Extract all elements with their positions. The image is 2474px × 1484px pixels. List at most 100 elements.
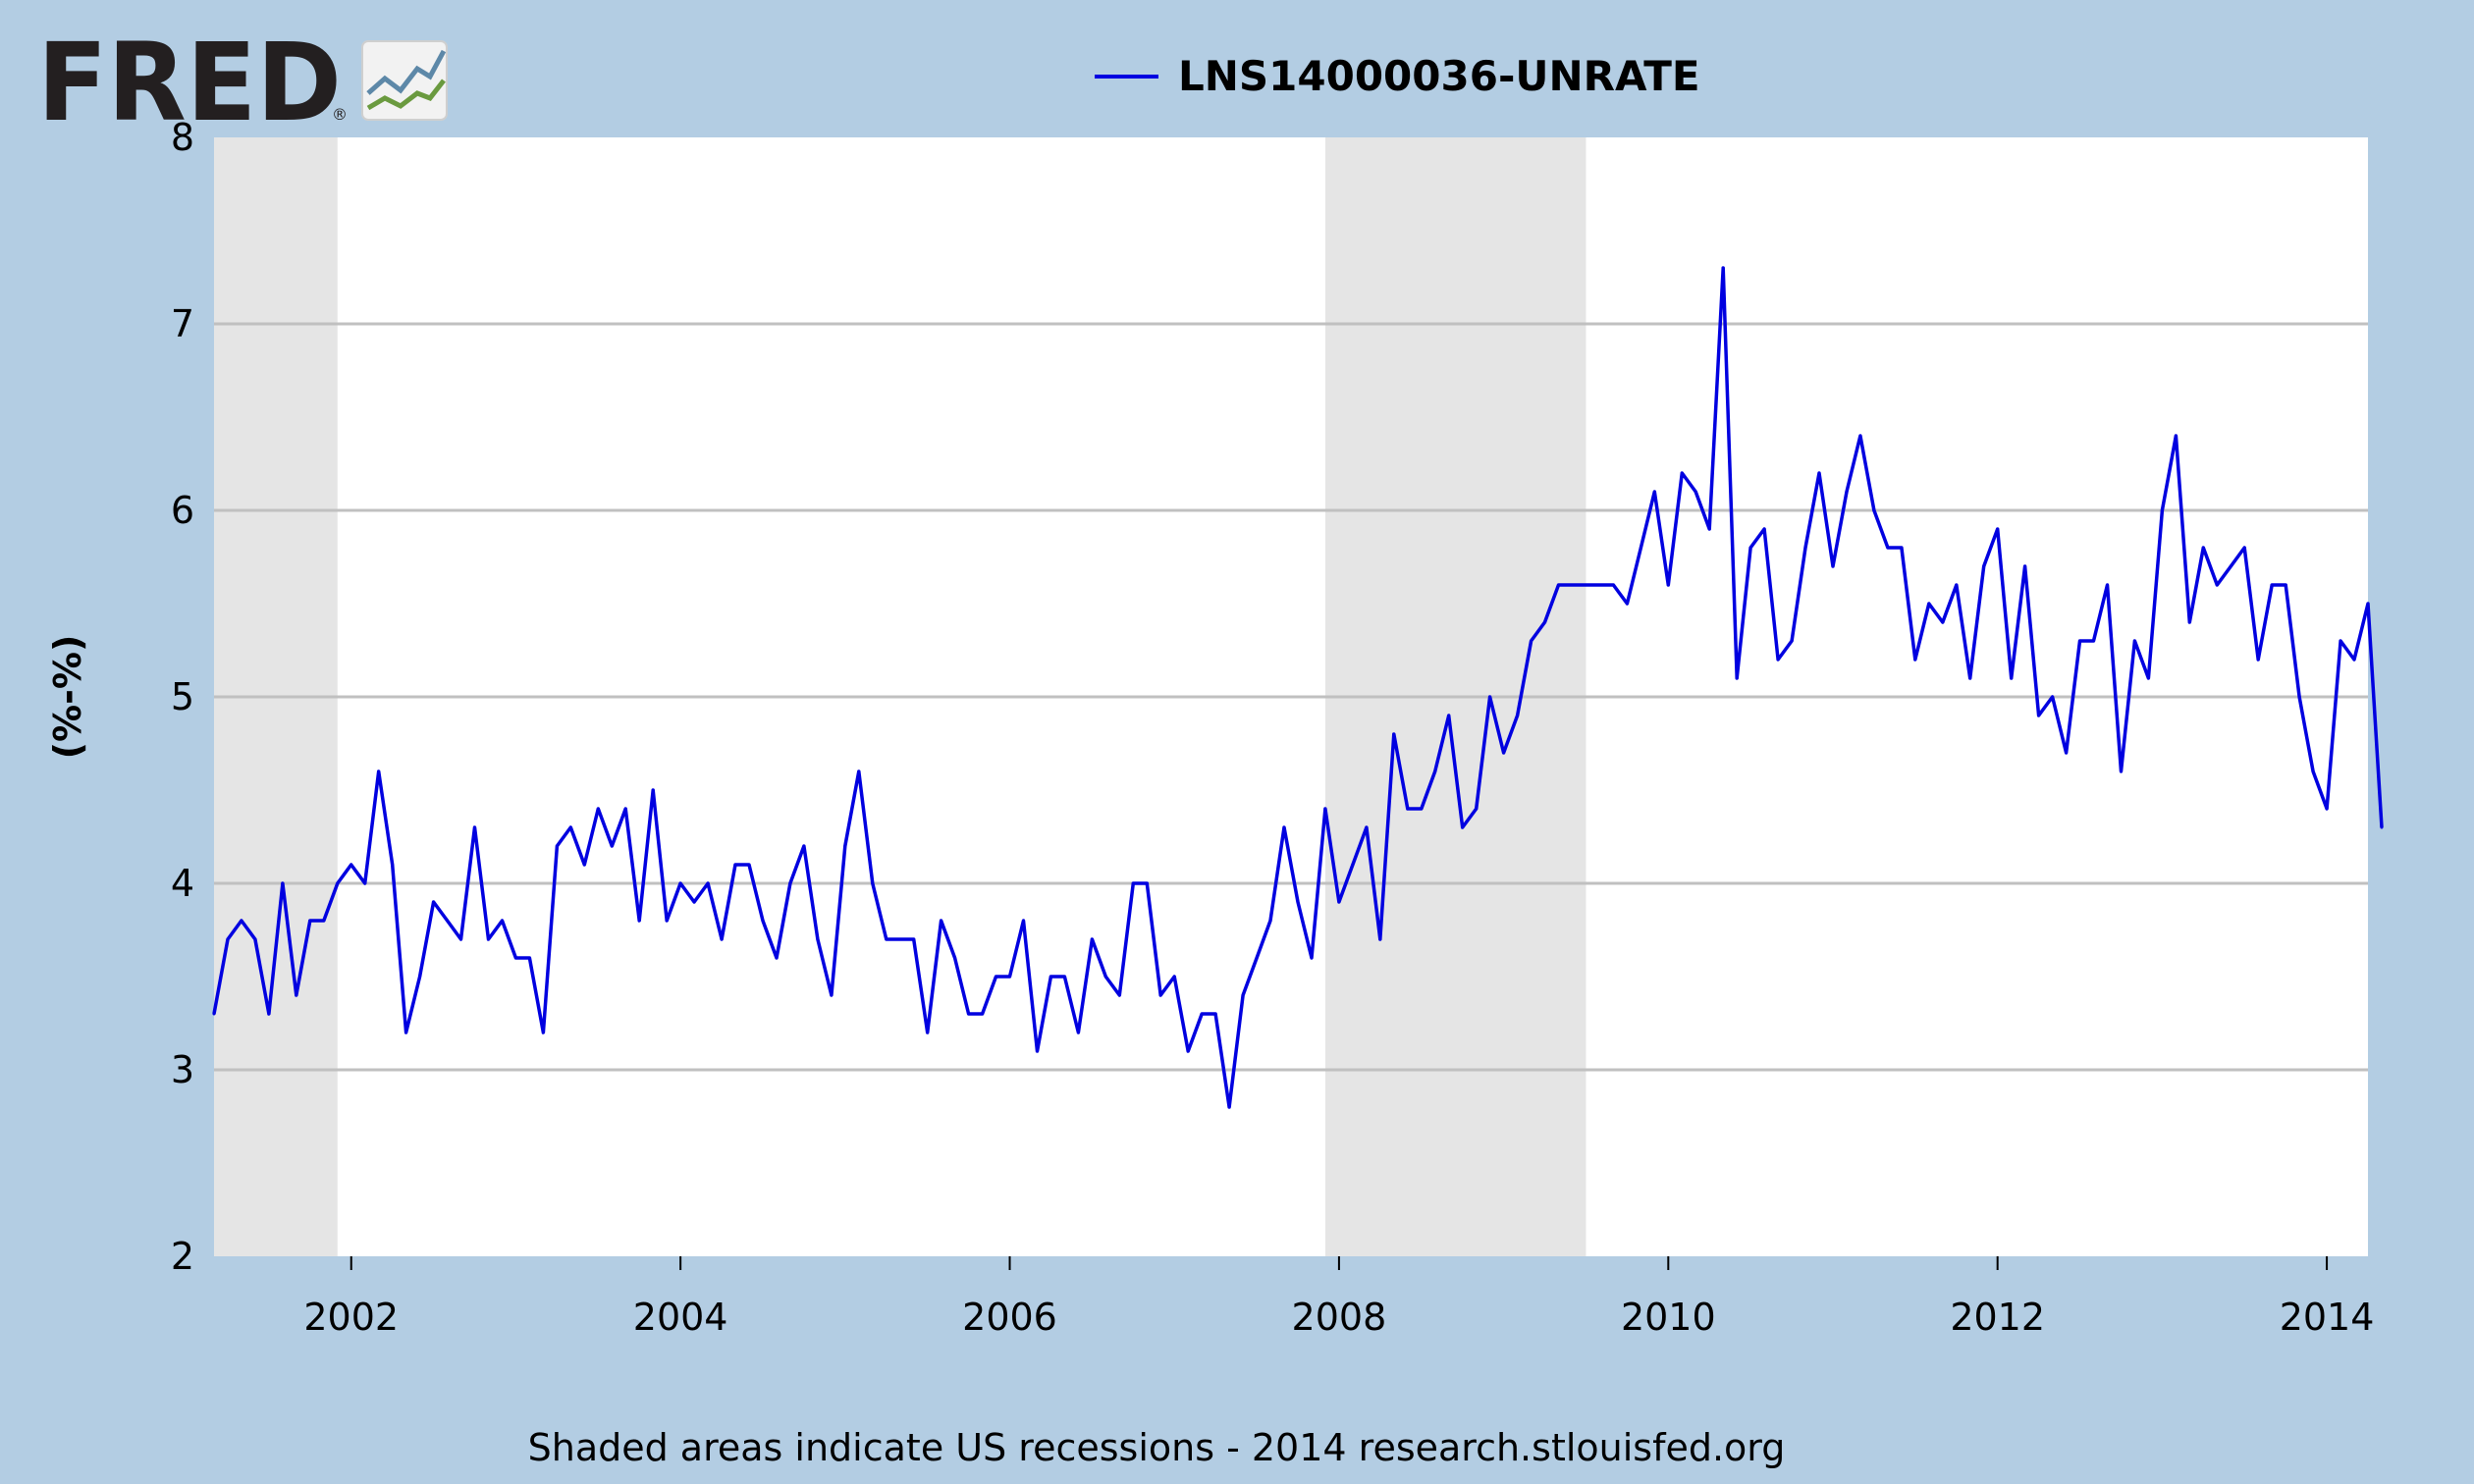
data-point-42 xyxy=(788,881,792,885)
data-point-94 xyxy=(1502,751,1506,755)
fred-logo[interactable]: FRED ® xyxy=(37,20,448,145)
data-point-95 xyxy=(1516,714,1520,717)
data-point-155 xyxy=(2339,639,2342,643)
data-point-89 xyxy=(1433,769,1437,773)
data-point-125 xyxy=(1927,602,1931,606)
logo-registered-mark: ® xyxy=(332,105,348,124)
data-point-110 xyxy=(1721,266,1725,270)
data-point-96 xyxy=(1530,639,1533,643)
y-tick-label-7: 7 xyxy=(171,302,194,345)
data-point-9 xyxy=(336,881,340,885)
data-point-56 xyxy=(981,1012,985,1016)
data-point-39 xyxy=(747,863,751,867)
data-point-41 xyxy=(775,956,779,960)
data-point-132 xyxy=(2023,564,2027,568)
data-point-8 xyxy=(322,919,326,923)
logo-wordmark: FRED xyxy=(37,20,342,145)
x-tick-label-2010: 2010 xyxy=(1621,1296,1716,1339)
data-point-71 xyxy=(1186,1049,1190,1053)
data-point-158 xyxy=(2380,825,2384,829)
data-point-12 xyxy=(377,769,381,773)
data-point-4 xyxy=(267,1012,271,1016)
y-axis-label: (%-%) xyxy=(46,635,89,760)
data-point-51 xyxy=(912,937,916,941)
data-point-138 xyxy=(2105,583,2109,587)
data-point-70 xyxy=(1172,975,1176,979)
data-point-122 xyxy=(1886,546,1890,550)
data-point-115 xyxy=(1790,639,1794,643)
data-point-153 xyxy=(2311,769,2315,773)
data-point-119 xyxy=(1845,490,1849,494)
y-tick-label-6: 6 xyxy=(171,489,194,532)
data-point-147 xyxy=(2229,564,2232,568)
data-point-120 xyxy=(1858,434,1862,438)
data-point-109 xyxy=(1707,527,1711,531)
data-point-14 xyxy=(404,1031,408,1034)
data-point-100 xyxy=(1584,583,1587,587)
data-point-117 xyxy=(1817,471,1821,475)
x-tick-label-2004: 2004 xyxy=(633,1296,728,1339)
data-point-6 xyxy=(295,993,298,997)
data-point-68 xyxy=(1145,881,1149,885)
data-point-3 xyxy=(253,937,257,941)
data-point-102 xyxy=(1611,583,1615,587)
data-point-151 xyxy=(2284,583,2287,587)
y-tick-label-4: 4 xyxy=(171,862,194,905)
legend-label: LNS14000036-UNRATE xyxy=(1178,52,1700,100)
x-tick-label-2008: 2008 xyxy=(1292,1296,1387,1339)
data-point-49 xyxy=(885,937,888,941)
data-point-149 xyxy=(2256,658,2260,662)
data-point-40 xyxy=(761,919,765,923)
data-point-139 xyxy=(2119,769,2123,773)
data-point-113 xyxy=(1762,527,1766,531)
data-point-73 xyxy=(1213,1012,1217,1016)
data-point-114 xyxy=(1776,658,1780,662)
data-point-18 xyxy=(459,937,463,941)
data-point-67 xyxy=(1131,881,1135,885)
legend: LNS14000036-UNRATE xyxy=(1095,52,1700,100)
y-tick-label-3: 3 xyxy=(171,1048,194,1091)
data-point-141 xyxy=(2146,676,2150,680)
data-point-98 xyxy=(1557,583,1561,587)
data-point-10 xyxy=(350,863,353,867)
data-point-87 xyxy=(1406,807,1410,811)
data-point-85 xyxy=(1378,937,1382,941)
data-point-91 xyxy=(1461,825,1465,829)
data-point-64 xyxy=(1090,937,1094,941)
data-point-59 xyxy=(1021,919,1025,923)
data-point-126 xyxy=(1941,620,1945,624)
data-point-86 xyxy=(1392,732,1396,736)
data-point-148 xyxy=(2242,546,2246,550)
footer-note: Shaded areas indicate US recessions - 20… xyxy=(528,1426,1786,1469)
data-point-50 xyxy=(898,937,902,941)
data-point-29 xyxy=(610,844,614,848)
data-point-103 xyxy=(1625,602,1629,606)
data-point-142 xyxy=(2160,508,2164,512)
series-points xyxy=(212,266,2384,1109)
data-point-124 xyxy=(1913,658,1917,662)
data-point-55 xyxy=(967,1012,971,1016)
data-point-143 xyxy=(2174,434,2178,438)
data-point-63 xyxy=(1076,1031,1080,1034)
data-point-7 xyxy=(308,919,312,923)
data-point-146 xyxy=(2215,583,2219,587)
data-point-52 xyxy=(926,1031,930,1034)
data-point-17 xyxy=(446,919,450,923)
data-point-45 xyxy=(830,993,834,997)
data-point-75 xyxy=(1241,993,1245,997)
data-point-90 xyxy=(1447,714,1451,717)
data-point-47 xyxy=(857,769,861,773)
data-point-46 xyxy=(843,844,847,848)
data-point-15 xyxy=(418,975,422,979)
gridlines xyxy=(214,322,2368,1072)
data-point-0 xyxy=(212,1012,216,1016)
data-point-77 xyxy=(1268,919,1272,923)
data-point-156 xyxy=(2352,658,2356,662)
data-point-129 xyxy=(1982,564,1986,568)
data-point-43 xyxy=(802,844,806,848)
x-tick-label-2002: 2002 xyxy=(303,1296,399,1339)
y-axis-ticks: 2 3 4 5 6 7 8 xyxy=(171,116,194,1278)
data-point-106 xyxy=(1666,583,1670,587)
data-point-74 xyxy=(1227,1105,1231,1109)
